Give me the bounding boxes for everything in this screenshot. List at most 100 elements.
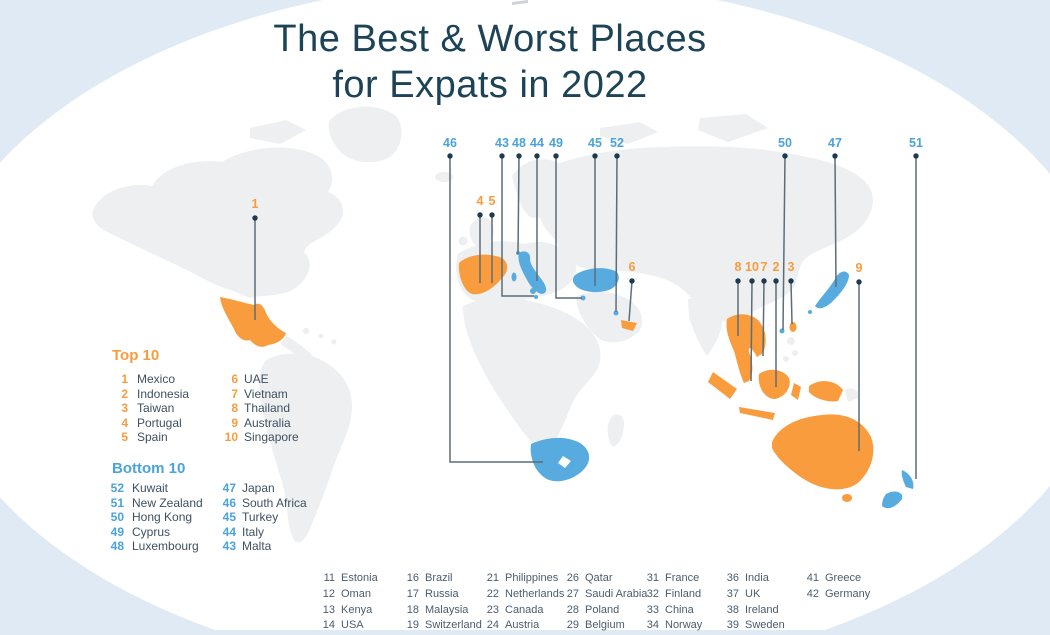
map-region-greenland — [328, 106, 402, 163]
callout-dot — [749, 278, 755, 284]
map-callout-48: 48 — [512, 136, 526, 150]
rank-number: 42 — [806, 587, 819, 600]
map-country-japan-island — [808, 310, 812, 314]
callout-line — [782, 155, 786, 331]
rank-number: 50 — [110, 510, 124, 525]
title-line-2: for Expats in 2022 — [332, 64, 648, 106]
rank-item: 38 Ireland — [725, 604, 785, 620]
map-region-philippines-2 — [792, 350, 798, 356]
map-region-north-america — [92, 147, 343, 298]
rank-country: Germany — [825, 587, 871, 600]
callout-line — [628, 280, 633, 322]
rank-item: 48 Luxembourg — [104, 539, 203, 554]
map-region-caribbean-2 — [318, 333, 324, 339]
rank-country: USA — [341, 619, 364, 632]
top10-heading: Top 10 — [112, 347, 160, 364]
map-country-tasmania — [842, 494, 852, 502]
callout-dot — [477, 212, 483, 218]
map-region-africa — [463, 297, 601, 450]
rank-item: 19 Switzerland — [405, 619, 482, 635]
callout-dot — [629, 278, 635, 284]
rank-item: 13 Kenya — [321, 604, 378, 620]
rank-country: Netherlands — [505, 587, 565, 600]
callout-dot — [516, 153, 522, 159]
map-callout-5: 5 — [489, 194, 496, 208]
map-country-sardinia — [511, 272, 517, 282]
map-callout-51: 51 — [909, 136, 923, 150]
mid-rank-column-7: 41 Greece 42 Germany — [805, 572, 871, 604]
callout-dot — [489, 212, 495, 218]
rank-country: Indonesia — [137, 386, 190, 401]
rank-number: 4 — [121, 415, 128, 430]
rank-item: 28 Poland — [565, 604, 647, 620]
rank-item: 7 Vietnam — [220, 387, 299, 402]
rank-country: Cyprus — [132, 524, 171, 539]
map-country-australia — [772, 414, 874, 490]
rank-country: China — [665, 603, 694, 616]
page-title: The Best & Worst Places for Expats in 20… — [250, 16, 730, 108]
rank-item: 3 Taiwan — [112, 401, 189, 416]
bottom10-heading: Bottom 10 — [112, 460, 186, 477]
rank-country: Malta — [242, 539, 272, 554]
rank-country: Austria — [505, 619, 540, 632]
map-country-sulawesi — [791, 383, 801, 400]
callout-line — [750, 280, 753, 382]
rank-number: 8 — [231, 401, 238, 416]
rank-number: 44 — [222, 524, 236, 539]
rank-number: 38 — [726, 603, 739, 616]
map-callout-2: 2 — [773, 260, 780, 274]
map-callout-50: 50 — [778, 136, 792, 150]
rank-item: 21 Philippines — [485, 572, 564, 588]
rank-item: 10 Singapore — [220, 430, 299, 445]
rank-number: 47 — [222, 481, 236, 495]
map-callout-4: 4 — [477, 194, 484, 208]
rank-country: Qatar — [585, 572, 613, 584]
rank-country: Saudi Arabia — [585, 587, 648, 600]
rank-item: 17 Russia — [405, 588, 482, 604]
rank-item: 36 India — [725, 572, 785, 588]
rank-number: 11 — [323, 572, 335, 584]
callout-line — [517, 155, 520, 255]
callout-dot — [832, 153, 838, 159]
map-region-arctic-1 — [600, 122, 658, 144]
rank-item: 8 Thailand — [220, 401, 299, 416]
rank-number: 2 — [121, 386, 128, 401]
map-region-india — [688, 297, 723, 356]
rank-country: Japan — [242, 481, 275, 495]
map-callout-45: 45 — [588, 136, 602, 150]
map-country-mexico — [220, 297, 286, 347]
map-country-iberia — [458, 254, 508, 295]
rank-item: 16 Brazil — [405, 572, 482, 588]
callout-line — [555, 156, 582, 299]
rank-number: 34 — [646, 619, 659, 632]
rank-country: UAE — [244, 372, 269, 386]
rank-item: 49 Cyprus — [104, 525, 203, 540]
callout-dot — [761, 278, 767, 284]
rank-number: 5 — [121, 430, 128, 445]
callout-dot — [534, 153, 540, 159]
rank-country: Finland — [665, 587, 702, 600]
rank-item: 22 Netherlands — [485, 587, 565, 604]
rank-item: 29 Belgium — [565, 619, 647, 635]
decorative-mark — [512, 0, 528, 5]
callout-dot — [782, 153, 788, 159]
map-callout-7: 7 — [761, 260, 768, 274]
rank-item: 26 Qatar — [565, 572, 647, 588]
rank-number: 49 — [110, 524, 124, 539]
map-country-indochina — [726, 314, 766, 383]
rank-country: Poland — [585, 603, 620, 616]
rank-number: 27 — [566, 587, 579, 600]
map-annotations: 46 43 48 44 49 45 52 50 47 51 1 4 5 6 8 10 7 2 3 9 — [252, 136, 923, 479]
rank-country: Estonia — [341, 572, 378, 584]
callout-dot — [856, 279, 862, 285]
rank-item: 45 Turkey — [218, 510, 307, 525]
map-callout-47: 47 — [828, 136, 842, 150]
map-country-sicily — [530, 288, 536, 294]
map-country-borneo — [758, 369, 790, 399]
rank-country: Brazil — [425, 572, 453, 584]
rank-item: 52 Kuwait — [104, 481, 203, 496]
map-country-turkey — [572, 268, 619, 293]
rank-number: 43 — [222, 539, 236, 554]
mid-rank-column-3: 21 Philippines 22 Netherlands 23 Canada 24 Aust… — [485, 572, 565, 635]
callout-line — [834, 155, 837, 288]
